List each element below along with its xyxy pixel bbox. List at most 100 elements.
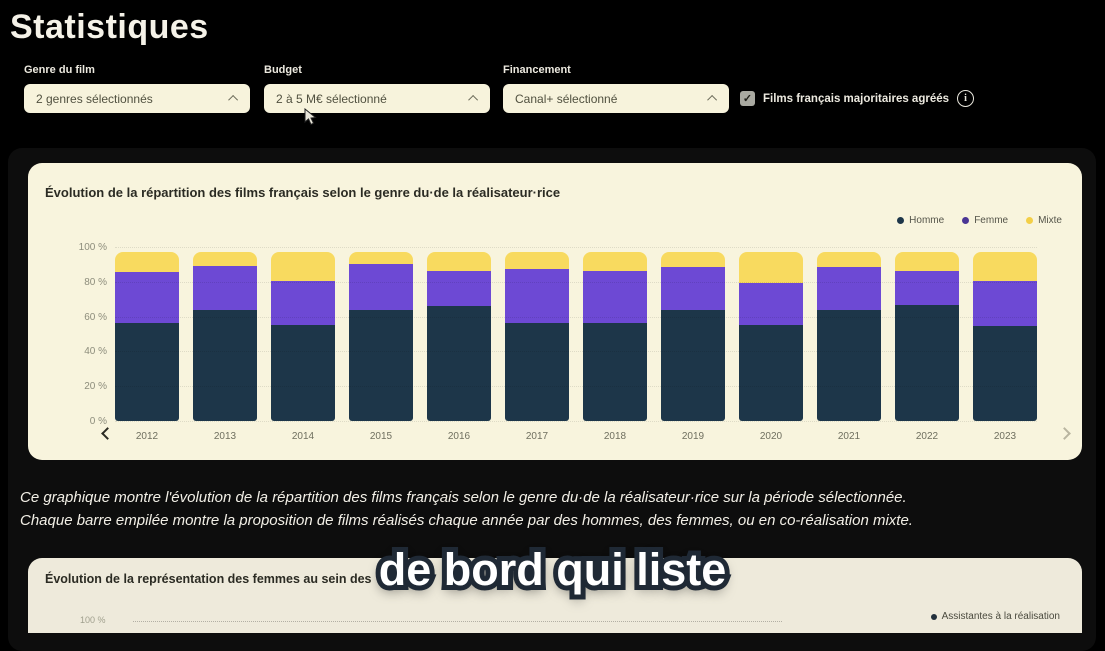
bar-segment-femme [193, 265, 257, 310]
genre-dropdown-value: 2 genres sélectionnés [36, 91, 153, 106]
page-title: Statistiques [10, 8, 209, 46]
x-tick-label: 2023 [993, 431, 1017, 442]
y-tick-label: 0 % [89, 416, 107, 427]
bar-segment-femme [505, 269, 569, 324]
filter-budget-label: Budget [264, 64, 302, 76]
stacked-bar-2019 [661, 252, 725, 421]
legend-item-homme[interactable]: Homme [897, 215, 944, 226]
bar-segment-homme [115, 323, 179, 421]
legend-label: Femme [974, 215, 1009, 226]
bar-segment-femme [895, 270, 959, 305]
bars-row [115, 247, 1037, 421]
chart-card: Évolution de la répartition des films fr… [28, 163, 1082, 460]
bar-segment-femme [271, 280, 335, 325]
bar-segment-mixte [505, 252, 569, 270]
y-tick-label: 60 % [84, 311, 107, 323]
x-tick-label: 2016 [447, 431, 471, 442]
legend-label: Assistantes à la réalisation [941, 611, 1060, 622]
description-line-1: Ce graphique montre l'évolution de la ré… [20, 489, 907, 506]
info-icon[interactable] [957, 90, 975, 107]
filter-financement-label: Financement [503, 64, 571, 76]
bar-segment-homme [973, 326, 1037, 421]
stacked-bar-2020 [739, 252, 803, 421]
gridline [115, 351, 1037, 353]
x-tick-label: 2022 [915, 431, 939, 442]
bar-segment-homme [817, 309, 881, 421]
bar-segment-femme [583, 270, 647, 324]
genre-dropdown[interactable]: 2 genres sélectionnés [24, 84, 250, 113]
stacked-bar-2017 [505, 252, 569, 421]
agrees-checkbox-label: Films français majoritaires agréés [763, 92, 950, 105]
stacked-bar-2014 [271, 252, 335, 421]
chart-title: Évolution de la répartition des films fr… [45, 185, 561, 200]
bar-segment-femme [817, 267, 881, 310]
filter-budget: Budget 2 à 5 M€ sélectionné [264, 64, 490, 113]
x-tick-label: 2015 [369, 431, 393, 442]
filter-genre: Genre du film 2 genres sélectionnés [24, 64, 250, 113]
bar-segment-mixte [739, 252, 803, 283]
legend-dot-icon [962, 217, 970, 224]
bar-segment-mixte [349, 252, 413, 265]
bar-segment-mixte [583, 252, 647, 271]
chart-legend: Homme Femme Mixte [897, 215, 1062, 226]
gridline [115, 247, 1037, 248]
legend-label: Mixte [1038, 215, 1062, 226]
chevron-up-icon [468, 94, 479, 105]
bar-segment-mixte [817, 252, 881, 268]
mouse-cursor-icon [304, 108, 317, 126]
stacked-bar-2016 [427, 252, 491, 421]
chart-plot-area: 0 % 20 % 40 % 60 % 80 % 100 % [79, 242, 1037, 427]
stacked-bar-2022 [895, 252, 959, 421]
legend-dot-icon [930, 613, 937, 620]
chart-2-gridline [133, 621, 782, 622]
legend-item-femme[interactable]: Femme [962, 215, 1008, 226]
legend-dot-icon [897, 217, 905, 224]
bar-segment-femme [427, 270, 491, 307]
bar-segment-homme [427, 306, 491, 421]
bar-segment-mixte [427, 252, 491, 271]
stacked-bar-2012 [115, 252, 179, 421]
x-tick-label: 2017 [525, 431, 549, 442]
x-tick-label: 2012 [135, 431, 159, 442]
bar-segment-mixte [661, 252, 725, 268]
legend-dot-icon [1026, 217, 1034, 224]
gridline [115, 281, 1037, 283]
bar-segment-femme [115, 272, 179, 324]
budget-dropdown[interactable]: 2 à 5 M€ sélectionné [264, 84, 490, 113]
bar-segment-femme [349, 264, 413, 310]
filter-financement: Financement Canal+ sélectionné [503, 64, 729, 113]
prev-year-icon[interactable] [101, 427, 114, 440]
x-axis-labels: 2012 2013 2014 2015 2016 2017 2018 2019 2020 2021… [115, 431, 1037, 442]
bar-segment-homme [349, 309, 413, 421]
bar-segment-mixte [271, 252, 335, 281]
chevron-up-icon [707, 94, 718, 105]
bar-segment-femme [661, 267, 725, 310]
x-tick-label: 2014 [291, 431, 315, 442]
stacked-bar-2015 [349, 252, 413, 421]
bar-segment-mixte [115, 252, 179, 273]
video-caption: de bord qui liste [379, 544, 727, 596]
budget-dropdown-value: 2 à 5 M€ sélectionné [276, 91, 387, 106]
bar-segment-femme [739, 282, 803, 325]
financement-dropdown-value: Canal+ sélectionné [515, 91, 618, 106]
stacked-bar-2021 [817, 252, 881, 421]
y-tick-label: 40 % [84, 346, 107, 358]
chart-2-legend-item[interactable]: Assistantes à la réalisation [930, 611, 1060, 622]
gridline [115, 386, 1037, 388]
bar-segment-homme [271, 324, 335, 421]
bar-segment-homme [505, 323, 569, 421]
gridline [115, 421, 1037, 422]
x-tick-label: 2013 [213, 431, 237, 442]
bar-segment-homme [193, 309, 257, 421]
y-tick-label: 20 % [84, 381, 107, 393]
x-tick-label: 2021 [837, 431, 861, 442]
gridline [115, 316, 1037, 318]
agrees-checkbox[interactable] [740, 91, 755, 106]
bar-segment-homme [661, 309, 725, 421]
financement-dropdown[interactable]: Canal+ sélectionné [503, 84, 729, 113]
bar-segment-mixte [193, 252, 257, 266]
legend-item-mixte[interactable]: Mixte [1026, 215, 1062, 226]
filter-genre-label: Genre du film [24, 64, 95, 76]
stacked-bar-2023 [973, 252, 1037, 421]
next-year-icon[interactable] [1058, 427, 1071, 440]
